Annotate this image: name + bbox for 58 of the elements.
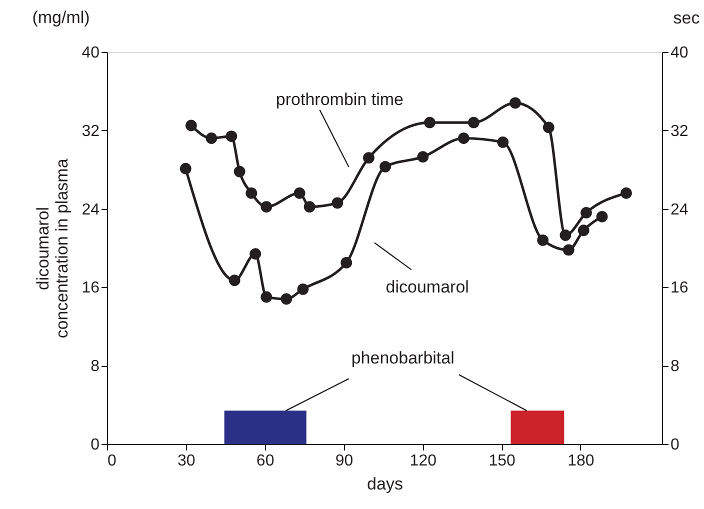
point xyxy=(562,244,574,256)
point xyxy=(537,234,549,246)
point xyxy=(180,162,192,174)
point xyxy=(280,293,292,305)
point xyxy=(246,187,258,199)
point xyxy=(226,130,238,142)
point xyxy=(260,201,272,213)
point xyxy=(234,166,246,178)
y-tick-label: 0 xyxy=(90,436,100,454)
x-tick-label: 60 xyxy=(256,452,274,470)
y2-tick-label: 8 xyxy=(670,358,680,376)
y2-tick-label: 40 xyxy=(670,44,688,62)
point xyxy=(332,197,344,209)
point xyxy=(620,187,632,199)
point xyxy=(363,152,374,164)
x-axis-title: days xyxy=(367,474,403,494)
point xyxy=(578,224,590,236)
point xyxy=(304,201,316,213)
y-tick-label: 32 xyxy=(82,122,100,140)
point xyxy=(596,210,608,222)
x-tick-label: 90 xyxy=(335,452,354,470)
point xyxy=(250,248,262,260)
point xyxy=(468,116,480,128)
point xyxy=(542,122,554,134)
point xyxy=(228,274,240,286)
x-tick-label: 120 xyxy=(410,452,437,470)
point xyxy=(560,230,572,241)
x-tick-label: 0 xyxy=(108,452,116,470)
y-tick-label: 8 xyxy=(90,358,100,376)
y-tick-label: 40 xyxy=(82,44,100,62)
point xyxy=(297,283,309,295)
series-label: prothrombin time xyxy=(276,90,404,109)
text: (mg/ml) xyxy=(32,8,90,27)
point xyxy=(260,291,272,303)
point xyxy=(458,132,470,144)
point xyxy=(510,97,521,109)
x-tick-label: 150 xyxy=(488,452,516,470)
point xyxy=(580,207,592,218)
point xyxy=(424,116,436,128)
y-tick-label: 24 xyxy=(82,201,100,218)
y2-axis-title: sec xyxy=(673,8,700,28)
y2-tick-label: 0 xyxy=(670,436,680,454)
x-tick-label: 30 xyxy=(178,452,196,470)
point xyxy=(340,257,352,268)
x-tick-label: 180 xyxy=(568,452,594,470)
point xyxy=(380,160,391,172)
point xyxy=(497,136,509,148)
y2-tick-label: 24 xyxy=(670,201,688,218)
y2-tick-label: 16 xyxy=(670,280,688,297)
point xyxy=(206,132,218,144)
y-axis-title: dicoumarol concentration in plasma xyxy=(34,158,72,338)
point xyxy=(185,120,197,132)
y2-tick-label: 32 xyxy=(670,122,688,140)
point xyxy=(294,187,306,199)
point xyxy=(417,151,429,163)
y-tick-label: 16 xyxy=(82,280,100,297)
annotation: phenobarbital xyxy=(351,348,454,368)
legend-label: dicoumarol xyxy=(386,278,469,297)
